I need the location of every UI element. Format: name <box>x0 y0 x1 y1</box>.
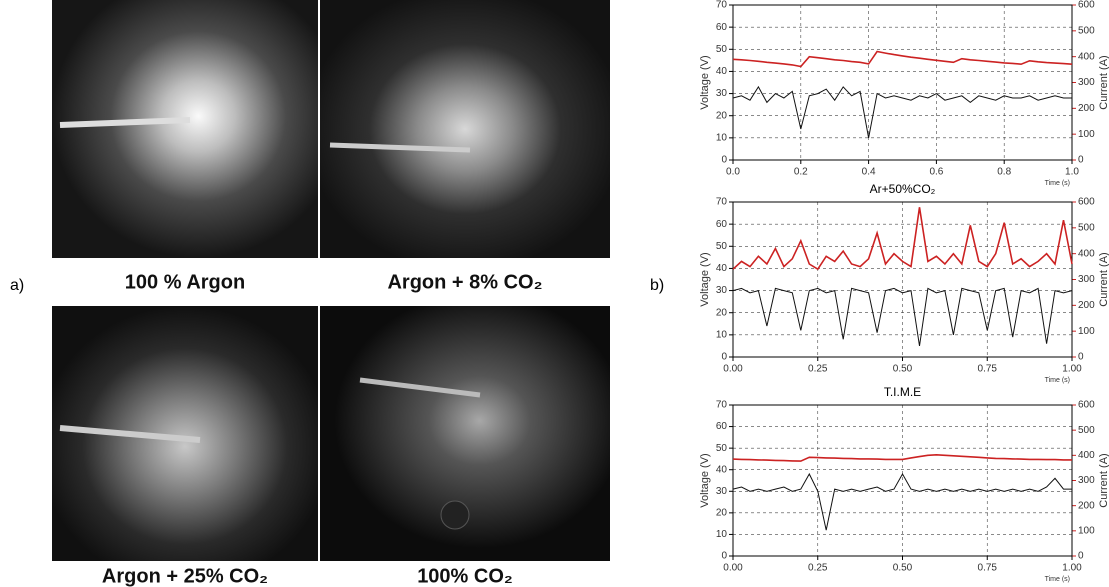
y2-tick-label: 600 <box>1078 400 1095 411</box>
chart-title: T.I.M.E <box>884 385 921 399</box>
y2-tick-label: 300 <box>1078 274 1095 285</box>
y-tick-label: 30 <box>716 486 728 497</box>
y2-axis-label: Current (A) <box>1098 55 1109 109</box>
y2-tick-label: 500 <box>1078 25 1095 36</box>
y2-tick-label: 100 <box>1078 129 1095 140</box>
panel-label: a) <box>10 277 24 294</box>
x-tick-label: 0.25 <box>808 364 828 375</box>
y2-tick-label: 200 <box>1078 103 1095 114</box>
x-axis-label: Time (s) <box>1045 377 1070 384</box>
y-tick-label: 60 <box>716 219 728 230</box>
data-line <box>732 472 1072 531</box>
y2-tick-label: 200 <box>1078 300 1095 311</box>
data-line <box>732 50 1073 68</box>
y2-axis-label: Current (A) <box>1098 252 1109 306</box>
y2-tick-label: 300 <box>1078 475 1095 486</box>
data-line <box>732 287 1073 346</box>
y-axis-label: Voltage (V) <box>699 453 711 507</box>
y2-tick-label: 100 <box>1078 326 1095 337</box>
y2-tick-label: 400 <box>1078 248 1095 259</box>
x-tick-label: 0.4 <box>862 167 876 178</box>
y-axis-label: Voltage (V) <box>699 252 711 306</box>
x-tick-label: 0.0 <box>726 167 740 178</box>
y2-tick-label: 500 <box>1078 425 1095 436</box>
x-tick-label: 0.00 <box>723 364 743 375</box>
y2-tick-label: 400 <box>1078 450 1095 461</box>
y-tick-label: 10 <box>716 132 728 143</box>
x-tick-label: 0.75 <box>978 364 998 375</box>
caption: Argon + 8% CO₂ <box>387 271 542 293</box>
y2-tick-label: 600 <box>1078 197 1095 208</box>
y2-tick-label: 0 <box>1078 551 1084 562</box>
y-tick-label: 50 <box>716 44 728 55</box>
x-tick-label: 0.2 <box>794 167 808 178</box>
photo <box>52 0 318 258</box>
caption: Argon + 25% CO₂ <box>102 565 268 587</box>
y-tick-label: 40 <box>716 464 728 475</box>
x-axis-label: Time (s) <box>1045 180 1070 187</box>
plot-frame <box>732 4 1073 161</box>
y-tick-label: 60 <box>716 421 728 432</box>
x-tick-label: 0.50 <box>893 563 913 574</box>
x-tick-label: 0.75 <box>978 563 998 574</box>
y-tick-label: 0 <box>721 551 727 562</box>
y-tick-label: 20 <box>716 507 728 518</box>
x-tick-label: 1.00 <box>1062 563 1082 574</box>
y-tick-label: 0 <box>721 352 727 363</box>
y-tick-label: 60 <box>716 22 728 33</box>
caption: 100% CO₂ <box>417 565 513 587</box>
plot-frame <box>732 404 1073 557</box>
x-tick-label: 0.6 <box>929 167 943 178</box>
x-tick-label: 0.8 <box>997 167 1011 178</box>
y2-tick-label: 100 <box>1078 525 1095 536</box>
y2-tick-label: 200 <box>1078 500 1095 511</box>
y2-tick-label: 600 <box>1078 0 1095 11</box>
x-tick-label: 0.50 <box>893 364 913 375</box>
x-tick-label: 1.00 <box>1062 364 1082 375</box>
y-tick-label: 70 <box>716 0 728 11</box>
y-tick-label: 40 <box>716 66 728 77</box>
caption: 100 % Argon <box>125 271 245 293</box>
y-tick-label: 30 <box>716 285 728 296</box>
data-line <box>732 453 1072 462</box>
y-tick-label: 20 <box>716 307 728 318</box>
data-line <box>732 207 1073 271</box>
y2-tick-label: 400 <box>1078 51 1095 62</box>
y-tick-label: 30 <box>716 88 728 99</box>
plot-frame <box>732 201 1073 358</box>
y2-tick-label: 300 <box>1078 77 1095 88</box>
x-axis-label: Time (s) <box>1045 576 1070 583</box>
y2-tick-label: 0 <box>1078 352 1084 363</box>
panel-label: b) <box>650 277 664 294</box>
y-axis-label: Voltage (V) <box>699 55 711 109</box>
y-tick-label: 10 <box>716 329 728 340</box>
y-tick-label: 20 <box>716 110 728 121</box>
y-tick-label: 70 <box>716 400 728 411</box>
y-tick-label: 70 <box>716 197 728 208</box>
data-line <box>732 85 1072 138</box>
photo <box>320 0 610 258</box>
y-tick-label: 50 <box>716 241 728 252</box>
y-tick-label: 10 <box>716 529 728 540</box>
y2-axis-label: Current (A) <box>1098 453 1109 507</box>
y2-tick-label: 500 <box>1078 222 1095 233</box>
x-tick-label: 0.00 <box>723 563 743 574</box>
x-tick-label: 0.25 <box>808 563 828 574</box>
chart-title: Ar+50%CO₂ <box>870 182 936 196</box>
x-tick-label: 1.0 <box>1065 167 1079 178</box>
photo <box>52 306 318 561</box>
y-tick-label: 50 <box>716 443 728 454</box>
photo <box>320 306 610 561</box>
y-tick-label: 0 <box>721 155 727 166</box>
y-tick-label: 40 <box>716 263 728 274</box>
y2-tick-label: 0 <box>1078 155 1084 166</box>
